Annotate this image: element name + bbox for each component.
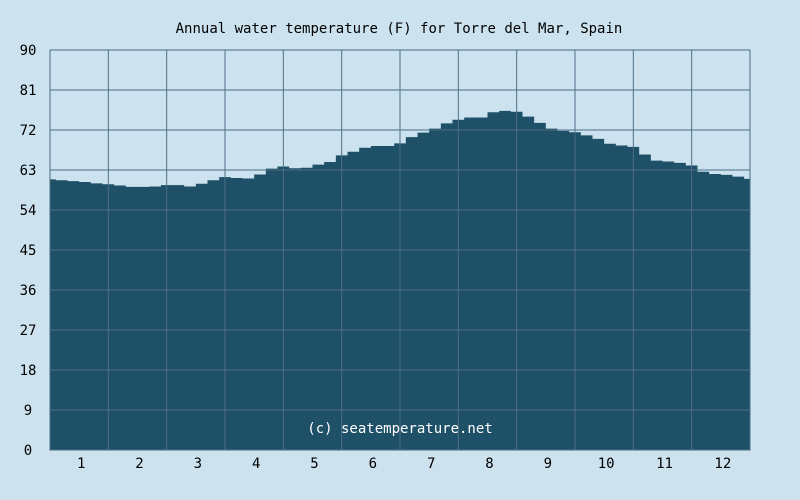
x-tick-label: 6	[369, 456, 377, 472]
y-tick-label: 27	[20, 323, 37, 339]
x-tick-label: 2	[135, 456, 143, 472]
y-tick-label: 63	[20, 163, 37, 179]
chart-title: Annual water temperature (F) for Torre d…	[176, 21, 623, 37]
x-tick-label: 4	[252, 456, 260, 472]
y-tick-label: 18	[20, 363, 37, 379]
y-tick-label: 81	[20, 83, 37, 99]
y-tick-label: 45	[20, 243, 37, 259]
x-tick-label: 3	[194, 456, 202, 472]
copyright-watermark: (c) seatemperature.net	[307, 421, 492, 437]
y-tick-label: 36	[20, 283, 37, 299]
y-tick-label: 72	[20, 123, 37, 139]
x-tick-label: 11	[656, 456, 673, 472]
x-tick-label: 1	[77, 456, 85, 472]
x-tick-label: 8	[485, 456, 493, 472]
x-tick-label: 10	[598, 456, 615, 472]
x-tick-label: 12	[714, 456, 731, 472]
x-tick-label: 9	[544, 456, 552, 472]
plot-border	[49, 49, 751, 451]
x-tick-label: 5	[310, 456, 318, 472]
y-tick-label: 54	[20, 203, 37, 219]
y-tick-label: 90	[20, 43, 37, 59]
y-tick-label: 0	[24, 443, 32, 459]
x-tick-label: 7	[427, 456, 435, 472]
y-tick-label: 9	[24, 403, 32, 419]
